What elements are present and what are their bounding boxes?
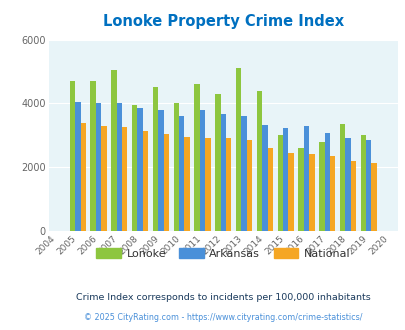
Bar (111, 70, 116, 231)
Bar (137, 108, 143, 231)
Bar (158, 110, 163, 231)
Bar (226, 139, 231, 231)
Bar (298, 148, 303, 231)
Bar (132, 105, 137, 231)
Bar (360, 135, 365, 231)
Bar (163, 134, 168, 231)
Text: © 2025 CityRating.com - https://www.cityrating.com/crime-statistics/: © 2025 CityRating.com - https://www.city… (84, 313, 362, 322)
Bar (308, 154, 314, 231)
Bar (194, 84, 199, 231)
Bar (143, 130, 148, 231)
Bar (101, 126, 107, 231)
Bar (215, 94, 220, 231)
Bar (70, 81, 75, 231)
Bar (80, 122, 86, 231)
Bar (199, 110, 205, 231)
Bar (96, 103, 101, 231)
Bar (371, 163, 376, 231)
Bar (241, 116, 246, 231)
Bar (329, 156, 335, 231)
Bar (365, 140, 371, 231)
Bar (122, 127, 127, 231)
Legend: Lonoke, Arkansas, National: Lonoke, Arkansas, National (92, 244, 354, 263)
Bar (324, 133, 329, 231)
Bar (288, 153, 293, 231)
Bar (282, 128, 288, 231)
Bar (262, 125, 267, 231)
Bar (235, 68, 241, 231)
Bar (246, 140, 252, 231)
Bar (205, 139, 210, 231)
Bar (339, 124, 344, 231)
Bar (303, 126, 308, 231)
Bar (220, 114, 226, 231)
Bar (179, 116, 184, 231)
Bar (90, 81, 96, 231)
Text: Crime Index corresponds to incidents per 100,000 inhabitants: Crime Index corresponds to incidents per… (76, 292, 370, 302)
Bar (75, 102, 80, 231)
Bar (277, 135, 282, 231)
Bar (344, 139, 350, 231)
Bar (256, 91, 262, 231)
Bar (318, 142, 324, 231)
Bar (267, 148, 272, 231)
Text: Lonoke Property Crime Index: Lonoke Property Crime Index (102, 14, 343, 29)
Bar (173, 103, 179, 231)
Bar (152, 87, 158, 231)
Bar (184, 137, 190, 231)
Bar (350, 161, 355, 231)
Bar (116, 103, 122, 231)
